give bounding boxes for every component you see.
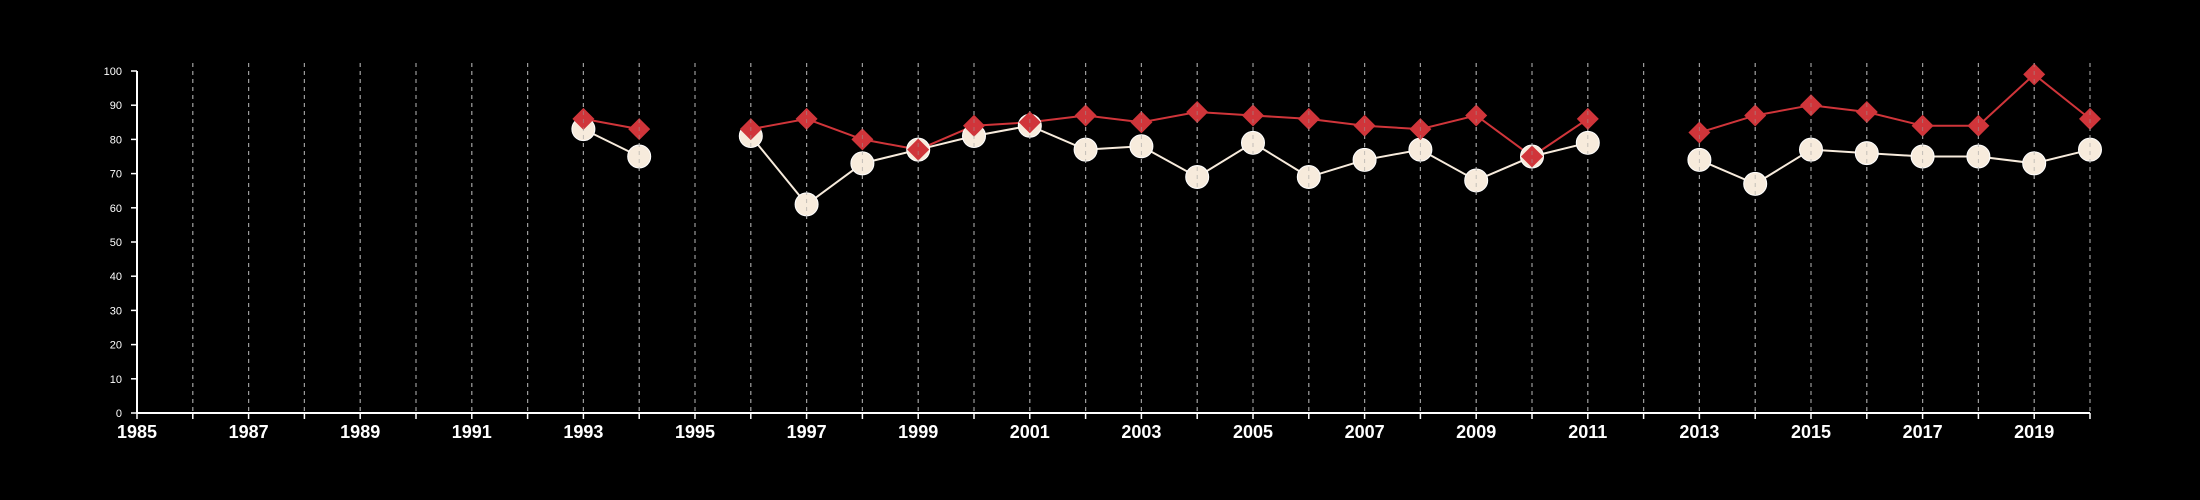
circle-point	[1910, 144, 1935, 169]
circle-point	[1464, 168, 1489, 193]
diamond-point	[1242, 104, 1264, 127]
x-tick-label: 2017	[1903, 422, 1943, 442]
axes: 1985 1987 1989 1991 1993 1995 1997 1999 2001 2003…	[104, 66, 2091, 442]
y-tick-label: 100	[104, 66, 122, 78]
y-tick-label: 20	[110, 340, 122, 352]
x-tick-label: 2009	[1456, 422, 1496, 442]
y-tick-label: 30	[110, 305, 122, 317]
y-tick-label: 10	[110, 374, 122, 386]
circle-point	[2022, 151, 2047, 176]
y-tick-label: 60	[110, 203, 122, 215]
x-tick-label: 2013	[1679, 422, 1719, 442]
y-tick-label: 70	[110, 169, 122, 181]
circle-point	[1799, 137, 1823, 162]
circle-point	[850, 151, 875, 176]
circle-point	[1073, 137, 1098, 162]
diamond-point	[1353, 114, 1376, 137]
x-tick-label: 1987	[229, 422, 269, 442]
y-tick-label: 0	[116, 408, 122, 420]
diamond-point	[572, 107, 595, 130]
series-markers	[192, 63, 2102, 413]
series-line-1	[750, 111, 1589, 158]
x-tick-label: 2019	[2014, 422, 2054, 442]
diamond-point	[1297, 107, 1320, 130]
x-tick-label: 2001	[1010, 422, 1050, 442]
x-tick-label: 1985	[117, 422, 157, 442]
x-tick-label: 2015	[1791, 422, 1831, 442]
x-tick-label: 1999	[898, 422, 938, 442]
series-line-1	[583, 117, 640, 131]
y-tick-label: 90	[110, 100, 122, 112]
x-tick-label: 2003	[1121, 422, 1161, 442]
circle-point	[794, 192, 819, 217]
x-tick-label: 1989	[340, 422, 380, 442]
diamond-point	[1465, 104, 1488, 127]
x-tick-label: 2011	[1568, 422, 1607, 442]
y-tick-label: 40	[110, 271, 122, 283]
diamond-point	[1688, 121, 1711, 144]
x-tick-label: 2005	[1233, 422, 1273, 442]
x-tick-label: 2007	[1345, 422, 1385, 442]
x-tick-label: 1995	[675, 422, 715, 442]
diamond-point	[1911, 114, 1934, 137]
diamond-point	[2079, 107, 2101, 130]
x-tick-label: 1991	[452, 422, 492, 442]
circle-point	[1241, 130, 1265, 155]
diamond-point	[907, 138, 930, 161]
y-tick-label: 50	[110, 237, 122, 249]
circle-point	[627, 144, 652, 169]
diamond-point	[1744, 104, 1767, 127]
diamond-point	[1521, 145, 1543, 168]
diamond-point	[795, 107, 818, 130]
circle-point	[1408, 137, 1433, 162]
diamond-point	[1967, 114, 1990, 137]
circle-point	[2078, 137, 2102, 162]
series-lines	[582, 73, 2091, 206]
diamond-point	[1576, 107, 1599, 130]
series-line-1	[1699, 73, 2091, 134]
x-tick-label: 1993	[563, 422, 603, 442]
x-tick-label: 1997	[787, 422, 827, 442]
series-line-2	[750, 124, 1589, 206]
circle-point	[1966, 144, 1991, 169]
diamond-point	[963, 114, 985, 137]
diamond-point	[851, 128, 874, 151]
diamond-point	[1074, 104, 1097, 127]
circle-point	[1575, 130, 1600, 155]
y-tick-label: 80	[110, 134, 122, 146]
